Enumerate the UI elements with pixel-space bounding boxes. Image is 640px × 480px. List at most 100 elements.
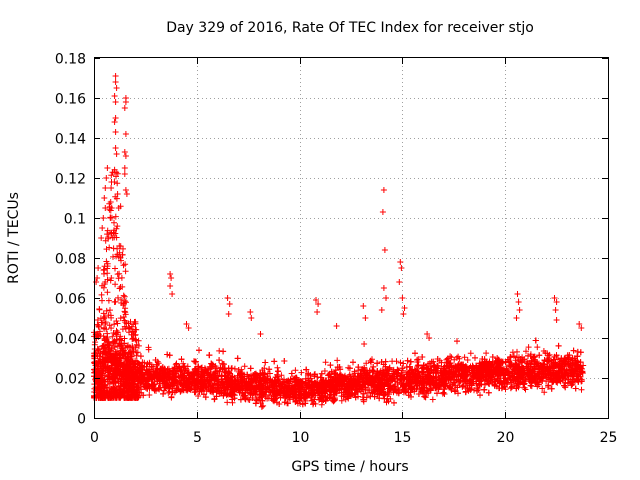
roti-point	[274, 364, 281, 371]
roti-point	[311, 371, 318, 378]
roti-point	[308, 397, 315, 404]
roti-point	[397, 359, 404, 366]
roti-point	[422, 394, 429, 401]
roti-point	[388, 372, 395, 379]
roti-point	[579, 369, 586, 376]
roti-point	[429, 396, 436, 403]
roti-point	[224, 399, 231, 406]
roti-point	[455, 390, 461, 397]
roti-point	[176, 364, 183, 371]
roti-point	[383, 399, 390, 406]
roti-point	[451, 356, 458, 363]
roti-point	[281, 399, 288, 406]
roti-point	[548, 385, 555, 392]
roti-point	[384, 395, 391, 402]
roti-point	[393, 358, 400, 365]
roti-point	[534, 344, 541, 351]
roti-point	[461, 354, 468, 361]
roti-point	[346, 365, 353, 372]
roti-point	[467, 350, 474, 357]
roti-point	[454, 338, 460, 345]
roti-point	[298, 369, 305, 376]
roti-point	[307, 394, 314, 401]
roti-point	[246, 387, 253, 394]
roti-point	[258, 403, 265, 410]
roti-point	[399, 365, 406, 372]
roti-point	[486, 381, 493, 387]
roti-point	[535, 381, 542, 388]
roti-point	[434, 356, 441, 362]
roti-point	[342, 375, 349, 382]
roti-point	[292, 367, 299, 374]
roti-point	[511, 353, 517, 359]
roti-point	[140, 375, 147, 382]
roti-point	[363, 360, 370, 367]
roti-point	[485, 389, 492, 396]
roti-point	[254, 397, 260, 404]
roti-point	[530, 354, 537, 361]
roti-point	[514, 348, 520, 355]
roti-point	[160, 390, 167, 397]
roti-point	[577, 349, 584, 356]
roti-point	[394, 366, 401, 373]
roti-point	[220, 348, 227, 355]
roti-point	[220, 392, 227, 399]
roti-point	[525, 344, 532, 351]
roti-point	[153, 361, 160, 368]
roti-point	[568, 382, 575, 389]
roti-point	[578, 386, 585, 393]
roti-point	[523, 348, 529, 355]
roti-point	[318, 370, 325, 377]
roti-point	[459, 383, 466, 390]
roti-point	[456, 355, 463, 362]
roti-point	[312, 371, 318, 378]
roti-point	[338, 397, 345, 404]
roti-point	[235, 367, 242, 373]
roti-point	[146, 392, 153, 398]
roti-point	[489, 354, 496, 360]
roti-point	[430, 358, 437, 365]
roti-point	[196, 347, 202, 354]
roti-point	[281, 358, 288, 364]
roti-point	[404, 357, 411, 364]
roti-point	[555, 342, 562, 349]
roti-point	[247, 365, 254, 372]
roti-point	[440, 389, 447, 396]
roti-point	[542, 350, 549, 356]
roti-point	[192, 358, 199, 365]
roti-point	[202, 394, 209, 401]
roti-point	[419, 354, 426, 360]
roti-point	[215, 372, 222, 379]
roti-point	[421, 393, 428, 400]
roti-point	[539, 385, 546, 392]
roti-point	[545, 382, 552, 389]
roti-point	[483, 350, 490, 357]
roti-point	[370, 363, 377, 370]
roti-point	[507, 385, 514, 392]
roti-point	[434, 390, 440, 397]
roti-point	[570, 347, 577, 354]
roti-point	[195, 393, 202, 399]
roti-point	[312, 400, 319, 407]
roti-point	[359, 394, 366, 401]
roti-point	[308, 378, 315, 385]
roti-point	[464, 357, 471, 363]
roti-point	[182, 367, 189, 374]
roti-point	[266, 366, 273, 373]
roti-point	[285, 400, 291, 407]
roti-point	[425, 361, 431, 367]
roti-point	[351, 370, 358, 377]
roti-point	[472, 354, 478, 361]
data-points	[91, 73, 587, 410]
roti-point	[415, 356, 422, 363]
roti-point	[438, 359, 445, 366]
roti-point	[259, 367, 266, 373]
roti-point	[507, 353, 514, 360]
roti-point	[361, 341, 368, 347]
roti-point	[262, 359, 269, 366]
roti-point	[145, 346, 152, 353]
roti-point	[264, 384, 271, 391]
roti-point	[241, 363, 248, 370]
roti-point	[541, 389, 548, 396]
